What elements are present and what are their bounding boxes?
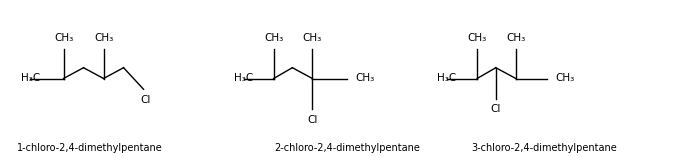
Text: CH₃: CH₃: [555, 73, 574, 84]
Text: CH₃: CH₃: [94, 33, 113, 43]
Text: CH₃: CH₃: [468, 33, 487, 43]
Text: CH₃: CH₃: [303, 33, 322, 43]
Text: H₃C: H₃C: [20, 73, 40, 84]
Text: Cl: Cl: [490, 104, 501, 114]
Text: H₃C: H₃C: [437, 73, 457, 84]
Text: CH₃: CH₃: [54, 33, 73, 43]
Text: CH₃: CH₃: [264, 33, 283, 43]
Text: Cl: Cl: [140, 95, 151, 105]
Text: CH₃: CH₃: [506, 33, 525, 43]
Text: CH₃: CH₃: [355, 73, 374, 84]
Text: 1-chloro-2,4-dimethylpentane: 1-chloro-2,4-dimethylpentane: [17, 143, 163, 153]
Text: Cl: Cl: [307, 115, 318, 125]
Text: 3-chloro-2,4-dimethylpentane: 3-chloro-2,4-dimethylpentane: [471, 143, 617, 153]
Text: H₃C: H₃C: [234, 73, 253, 84]
Text: 2-chloro-2,4-dimethylpentane: 2-chloro-2,4-dimethylpentane: [274, 143, 420, 153]
